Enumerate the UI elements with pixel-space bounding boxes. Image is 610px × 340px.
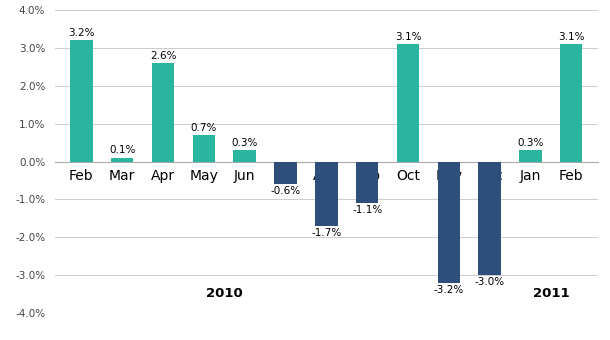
Bar [560,44,583,162]
Bar [437,162,460,283]
Text: -1.1%: -1.1% [352,205,382,215]
Bar [519,150,542,162]
Bar [315,162,337,226]
Text: 2010: 2010 [206,287,243,300]
Bar [152,63,174,162]
Bar [234,150,256,162]
Text: 2011: 2011 [533,287,569,300]
Text: 0.3%: 0.3% [517,138,544,148]
Bar [396,44,419,162]
Bar [274,162,296,184]
Text: 0.1%: 0.1% [109,146,135,155]
Text: -3.2%: -3.2% [434,285,464,295]
Bar [111,158,134,162]
Text: 3.2%: 3.2% [68,28,95,38]
Text: 3.1%: 3.1% [395,32,422,42]
Text: 2.6%: 2.6% [150,51,176,61]
Bar [193,135,215,162]
Text: -3.0%: -3.0% [475,277,504,287]
Bar [356,162,378,203]
Text: -1.7%: -1.7% [311,228,342,238]
Text: -0.6%: -0.6% [270,186,301,197]
Text: 0.7%: 0.7% [191,123,217,133]
Text: 0.3%: 0.3% [232,138,258,148]
Bar [70,40,93,162]
Text: 3.1%: 3.1% [558,32,584,42]
Bar [478,162,501,275]
